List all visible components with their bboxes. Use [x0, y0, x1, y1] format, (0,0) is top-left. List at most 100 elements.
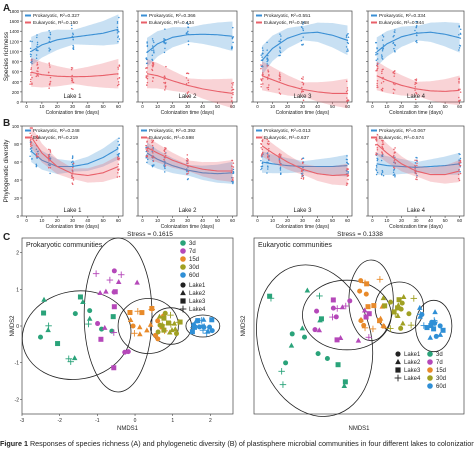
legend-eukaryotic-label: Eukaryotic, R²=0.637 [264, 135, 309, 141]
eukaryotic-fit-line [31, 71, 119, 78]
x-tick-label: 10 [39, 104, 45, 109]
y-tick-label: 100 [12, 124, 20, 129]
eukaryotic-point [232, 82, 235, 84]
eukaryotic-point [146, 77, 149, 80]
prokaryotic-point [416, 34, 418, 37]
prokaryotic-point [31, 157, 33, 160]
x-tick-label: 50 [101, 218, 107, 223]
nmds-point-3d [41, 296, 47, 302]
eukaryotic-point [266, 65, 269, 67]
prokaryotic-point [72, 160, 74, 162]
eukaryotic-point [459, 164, 462, 167]
prokaryotic-point [279, 167, 282, 170]
nmds-point-3d [335, 362, 341, 368]
nmds-point-30d [395, 305, 401, 311]
nmds-point-30d [387, 325, 394, 332]
prokaryotic-point [381, 57, 383, 59]
eukaryotic-point [392, 92, 395, 94]
nmds-point-7d [117, 271, 125, 278]
prokaryotic-point [375, 41, 378, 44]
nmds-point-60d [440, 327, 446, 333]
nmds-point-3d [302, 334, 308, 340]
eukaryotic-point [164, 76, 166, 79]
x-tick-label: 50 [215, 104, 221, 109]
nmds-point-7d [316, 327, 323, 333]
legend-eukaryotic-label: Eukaryotic, R²=0.150 [33, 20, 78, 26]
prokaryotic-point [346, 155, 348, 157]
eukaryotic-point [48, 87, 50, 89]
prokaryotic-point [393, 50, 396, 52]
eukaryotic-point [31, 83, 33, 85]
prokaryotic-point [347, 36, 350, 39]
eukaryotic-point [230, 100, 233, 102]
stress-label: Stress = 0.1338 [337, 231, 383, 238]
eukaryotic-point [278, 88, 280, 90]
eukaryotic-confidence-band [147, 59, 233, 109]
eukaryotic-point [164, 82, 166, 85]
eukaryotic-point [278, 74, 281, 76]
eukaryotic-fit-line [261, 145, 348, 177]
prokaryotic-point [266, 49, 268, 51]
eukaryotic-point [71, 169, 74, 171]
eukaryotic-point [36, 70, 38, 72]
x-axis-label: Colonization time (days) [46, 224, 100, 230]
x-tick-label: 40 [428, 104, 434, 109]
prokaryotic-confidence-band [31, 14, 119, 67]
nmds-point-3d [87, 308, 93, 314]
legend-lake-label-Lake2: Lake2 [404, 360, 421, 366]
nmds-point-3d [267, 293, 273, 299]
prokaryotic-point [262, 49, 264, 52]
nmds-point-60d [437, 331, 444, 337]
x-tick-label: 20 [285, 218, 291, 223]
eukaryotic-point [48, 160, 50, 162]
nmds-point-15d [381, 323, 388, 329]
prokaryotic-point [346, 41, 349, 44]
eukaryotic-point [29, 80, 32, 83]
prokaryotic-point [187, 40, 190, 42]
eukaryotic-point [30, 59, 33, 61]
x-tick-label: 30 [70, 218, 76, 223]
x-tick-label: 0 [256, 218, 259, 223]
eukaryotic-point [187, 79, 189, 82]
x-axis-label: Colonization time (days) [276, 224, 330, 230]
panel-c-letter: C [3, 232, 11, 243]
eukaryotic-point [186, 154, 189, 156]
eukaryotic-point [346, 175, 349, 177]
legend-prokaryotic-label: Prokaryotic, R²=0.392 [149, 128, 196, 134]
y-axis-label: Phylogenetic diversity [3, 139, 10, 203]
eukaryotic-confidence-band [376, 133, 460, 184]
eukaryotic-point [382, 141, 384, 143]
prokaryotic-point [279, 38, 282, 40]
eukaryotic-fit-line [30, 136, 119, 177]
nmds-point-15d [155, 336, 161, 342]
eukaryotic-point [37, 72, 40, 75]
prokaryotic-point [346, 39, 349, 41]
eukaryotic-point [231, 159, 234, 162]
prokaryotic-point [459, 165, 461, 168]
eukaryotic-point [116, 176, 119, 178]
eukaryotic-point [416, 164, 418, 167]
prokaryotic-point [279, 51, 282, 54]
eukaryotic-point [71, 174, 73, 176]
eukaryotic-fit-line [146, 73, 233, 94]
prokaryotic-point [146, 161, 148, 164]
prokaryotic-point [458, 34, 460, 36]
eukaryotic-confidence-band [262, 135, 348, 186]
nmds-point-60d [432, 309, 438, 315]
nmds-point-30d [161, 315, 167, 321]
nmds-point-7d [110, 329, 118, 336]
prokaryotic-point [458, 47, 461, 49]
eukaryotic-point [185, 173, 188, 175]
nmds-point-3d [278, 368, 285, 375]
eukaryotic-point [145, 71, 148, 73]
eukaryotic-point [414, 164, 416, 167]
legend-lake-label-Lake1: Lake1 [404, 352, 421, 358]
group-ellipse-7d [302, 279, 392, 351]
x-axis-label: Colonization time (days) [276, 110, 330, 116]
eukaryotic-point [347, 178, 349, 181]
lake-label: Lake 2 [178, 208, 197, 214]
eukaryotic-point [48, 148, 50, 151]
y-tick-label: -1 [15, 361, 20, 367]
x-tick-label: 0 [141, 218, 144, 223]
nmds-point-3d [55, 341, 61, 347]
